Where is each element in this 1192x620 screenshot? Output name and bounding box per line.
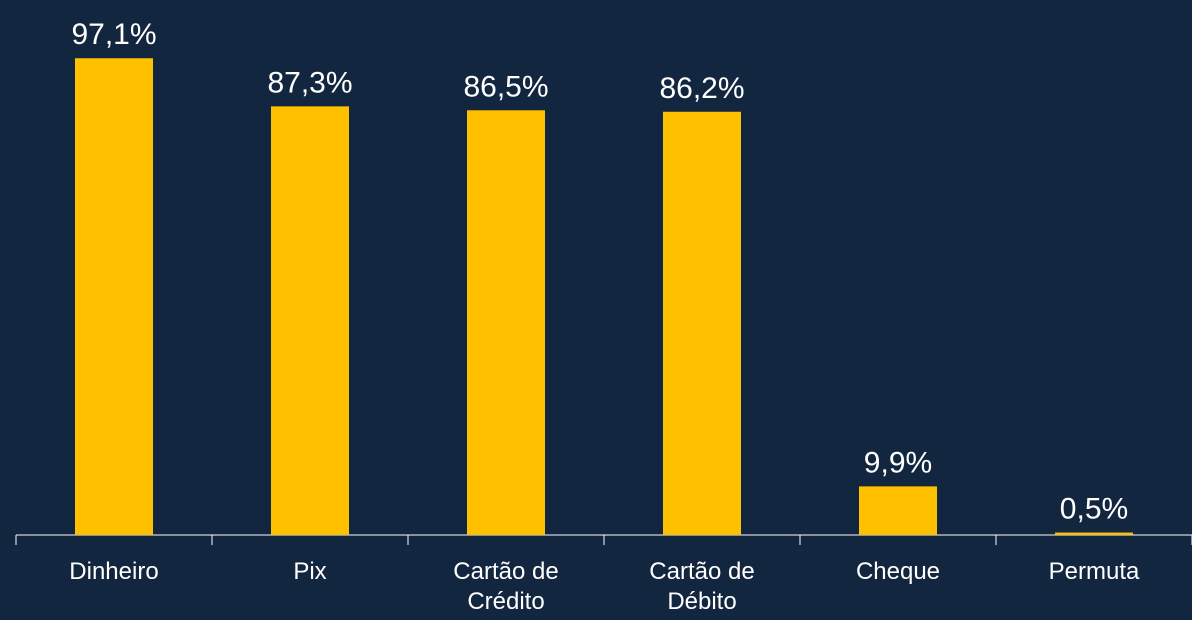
x-tick-label: Permuta bbox=[1048, 558, 1140, 585]
value-label: 86,2% bbox=[659, 72, 744, 105]
x-tick-label: Cartão de Débito bbox=[649, 558, 755, 615]
x-tick-label: Dinheiro bbox=[69, 558, 159, 585]
value-label: 86,5% bbox=[463, 70, 548, 103]
value-label: 87,3% bbox=[267, 66, 352, 99]
bar bbox=[467, 110, 545, 535]
bar bbox=[75, 58, 153, 535]
bar bbox=[859, 486, 937, 535]
x-tick-label: Pix bbox=[293, 558, 327, 585]
x-tick-label: Cheque bbox=[855, 558, 941, 585]
value-label: 9,9% bbox=[864, 446, 932, 479]
x-tick-label: Cartão de Crédito bbox=[453, 558, 559, 615]
value-label: 0,5% bbox=[1060, 493, 1128, 526]
bar bbox=[271, 106, 349, 536]
bar bbox=[1055, 532, 1133, 535]
bar bbox=[663, 111, 741, 536]
value-label: 97,1% bbox=[71, 18, 156, 51]
